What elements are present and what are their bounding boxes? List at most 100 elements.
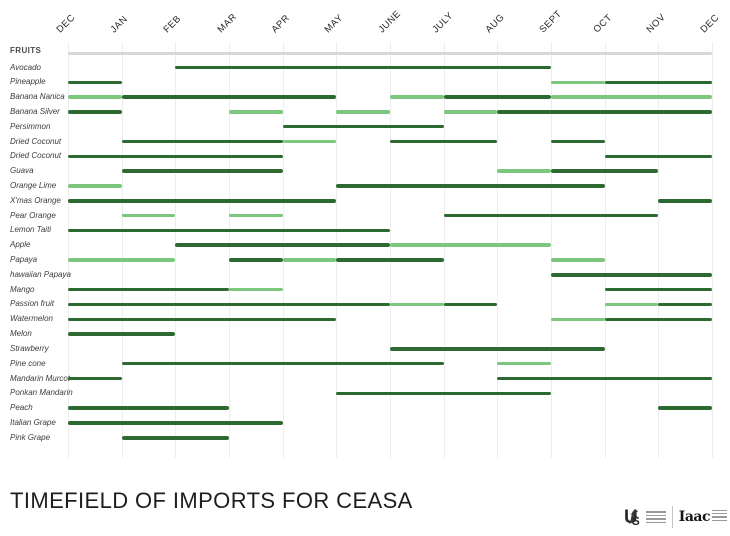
timeline-bar xyxy=(443,110,498,114)
month-gridline xyxy=(336,42,338,458)
timeline-bar xyxy=(121,436,229,440)
timeline-bar xyxy=(336,258,444,262)
timeline-bar xyxy=(282,139,337,144)
month-label: SEPT xyxy=(537,8,565,36)
timeline-bar xyxy=(390,95,444,99)
month-gridline xyxy=(282,42,284,458)
fruit-label: Lemon Taiti xyxy=(10,225,52,235)
timeline-bar xyxy=(497,361,551,366)
timeline-bar xyxy=(68,287,229,292)
fruit-label: Passion fruit xyxy=(10,299,55,309)
fruit-label: hawaiian Papaya xyxy=(10,269,71,279)
fruit-label: Italian Grape xyxy=(10,417,56,427)
timeline-bar xyxy=(336,184,605,188)
fruit-label: Watermelon xyxy=(10,314,53,324)
timeline-bar xyxy=(68,332,176,336)
timeline-bar xyxy=(68,421,283,425)
timeline-bar xyxy=(443,213,659,218)
fruit-label: Peach xyxy=(10,403,33,413)
fruit-label: Pear Orange xyxy=(10,210,56,220)
timeline-bar xyxy=(121,95,337,99)
timeline-bar xyxy=(604,317,712,322)
fruit-label: Orange Lime xyxy=(10,180,57,190)
month-label: JUNE xyxy=(376,8,404,36)
fruit-label: Avocado xyxy=(10,62,41,72)
timeline-bar xyxy=(68,406,229,410)
timeline-bar xyxy=(497,110,712,114)
footer-logos: U f S Iaac xyxy=(624,502,727,532)
month-gridline xyxy=(604,42,606,458)
month-label: FEB xyxy=(161,13,184,36)
month-gridline xyxy=(551,42,552,458)
month-label: MAY xyxy=(322,12,346,36)
timeline-bar xyxy=(604,80,712,85)
timeline-bar xyxy=(282,258,337,262)
timeline-bar xyxy=(121,139,283,144)
timeline-bar xyxy=(68,302,390,307)
month-label: JAN xyxy=(108,13,130,36)
month-gridline xyxy=(68,42,69,458)
timeline-bar xyxy=(604,302,659,307)
timeline-bar xyxy=(551,258,605,262)
fruit-label: Dried Coconut xyxy=(10,136,62,146)
month-label: DEC xyxy=(698,12,722,36)
timeline-bar xyxy=(68,376,122,381)
iaac-logo-text-lines xyxy=(712,510,727,521)
timeline-bar xyxy=(68,184,122,188)
timeline-bar xyxy=(390,139,498,144)
fruit-label: Pink Grape xyxy=(10,432,51,442)
iaac-logo-icon: Iaac xyxy=(679,510,727,524)
timeline-bar xyxy=(551,169,659,173)
timeline-bar xyxy=(68,95,122,99)
timeline-bar xyxy=(658,302,712,307)
iaac-logo-text: Iaac xyxy=(678,509,711,525)
month-label: JULY xyxy=(430,10,456,36)
fruit-label: Banana Silver xyxy=(10,106,60,116)
fruit-label: Ponkan Mandarin xyxy=(10,388,73,398)
month-label: MAR xyxy=(215,11,240,36)
month-gridline xyxy=(229,42,230,458)
fruit-label: Guava xyxy=(10,166,34,176)
timeline-bar xyxy=(121,213,176,218)
fruit-label: Pineapple xyxy=(10,77,46,87)
row-header-label: FRUITS xyxy=(10,46,42,55)
logo-divider xyxy=(671,506,673,528)
timeline-bar xyxy=(604,154,712,159)
fruit-label: X'mas Orange xyxy=(10,195,61,205)
timeline-chart: DEC JAN FEB MAR APR MAY JUNE JULY AUG SEPT OCT NOV D… xyxy=(10,8,722,458)
timeline-bar xyxy=(229,258,283,262)
timeline-bar xyxy=(121,169,283,173)
timeline-bar xyxy=(658,199,712,203)
timeline-bar xyxy=(390,302,444,307)
month-gridline xyxy=(712,42,713,458)
timeline-bar xyxy=(336,110,390,114)
header-bar xyxy=(68,51,712,55)
fruit-label: Pine cone xyxy=(10,358,46,368)
timeline-bar xyxy=(282,124,444,129)
timeline-bar xyxy=(336,391,551,396)
fruit-label: Persimmon xyxy=(10,121,51,131)
timeline-bar xyxy=(497,169,551,173)
timeline-bar xyxy=(68,228,390,233)
timeline-bar xyxy=(443,302,498,307)
timeline-bar xyxy=(390,243,551,247)
timeline-bar xyxy=(121,361,444,366)
fruit-label: Banana Nanica xyxy=(10,92,65,102)
month-gridline xyxy=(121,42,123,458)
month-label: OCT xyxy=(591,12,615,36)
usl-logo-text-lines xyxy=(645,511,666,523)
usl-logo-icon: U f S xyxy=(624,506,640,529)
timeline-bar xyxy=(68,110,122,114)
timeline-bar xyxy=(551,139,605,144)
timeline-bar xyxy=(229,213,283,218)
month-label: NOV xyxy=(644,11,669,36)
month-label: DEC xyxy=(54,12,78,36)
fruit-label: Melon xyxy=(10,329,32,339)
month-gridline xyxy=(390,42,391,458)
timeline-bar xyxy=(551,95,712,99)
fruit-label: Strawberry xyxy=(10,343,49,353)
usl-logo-text: U xyxy=(624,506,638,528)
timeline-bar xyxy=(551,273,712,277)
timeline-bar xyxy=(68,199,337,203)
usl-logo-text-f: f xyxy=(629,509,636,525)
